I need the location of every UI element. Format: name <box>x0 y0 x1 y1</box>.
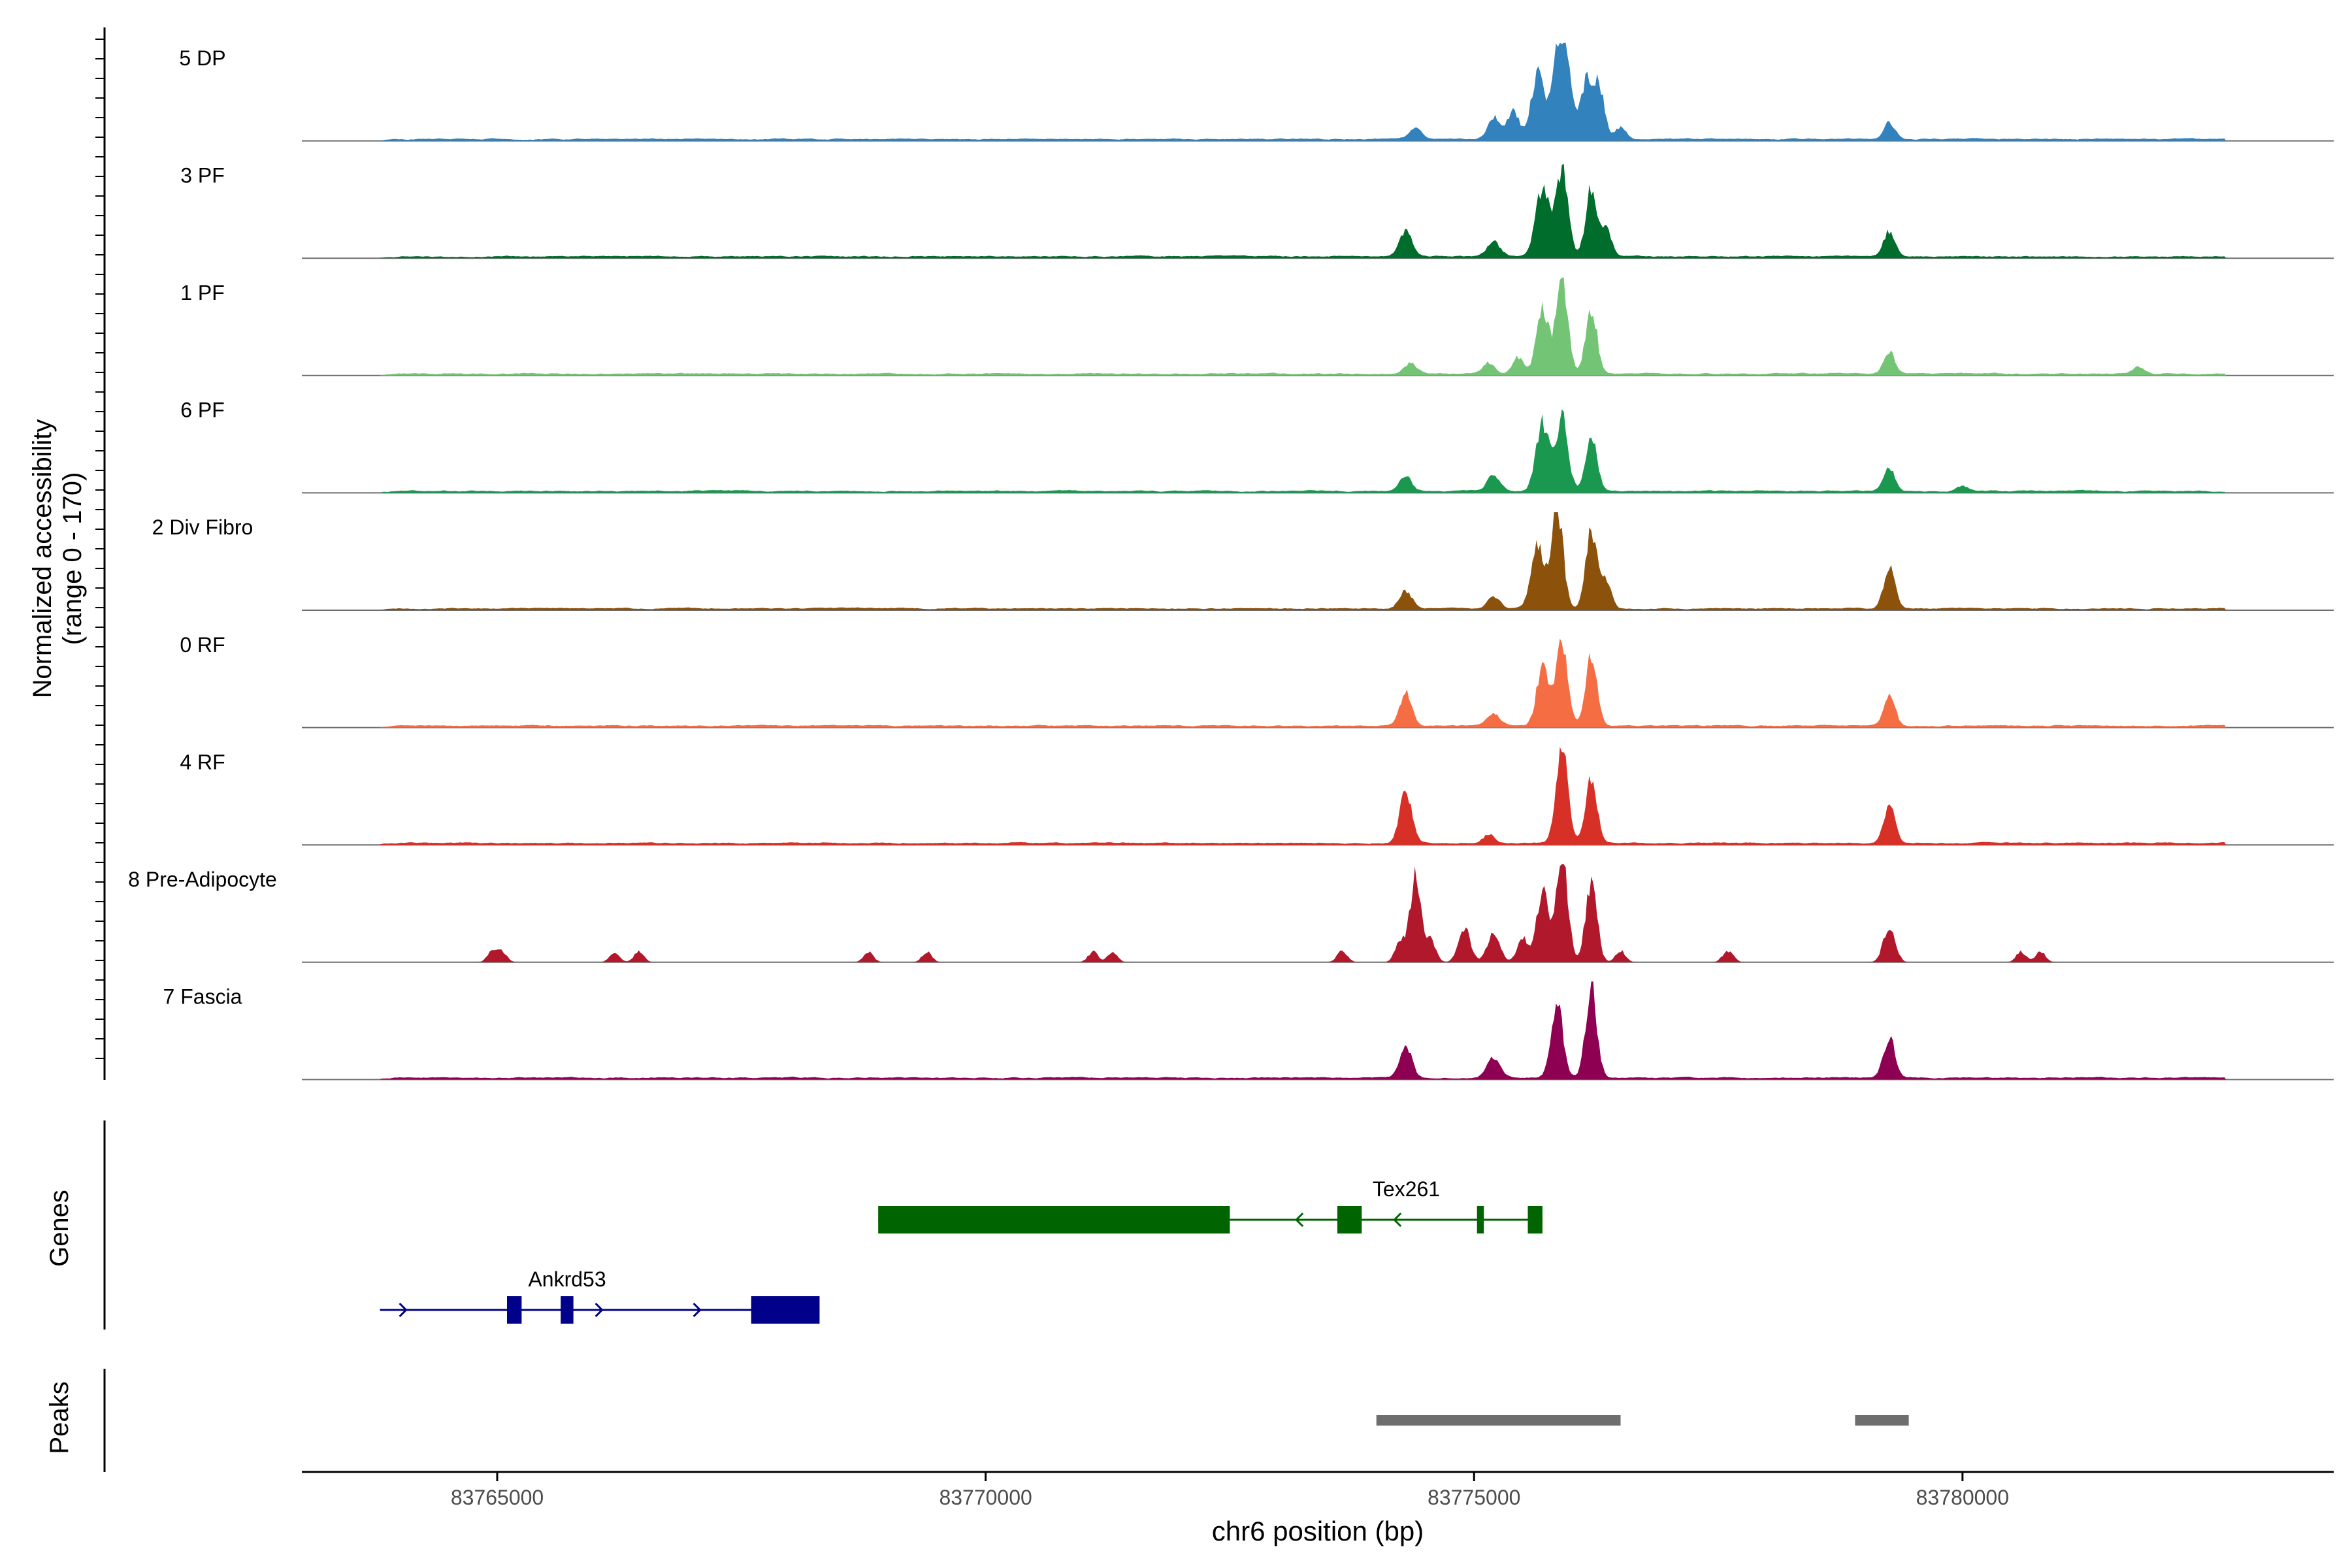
gene-exon <box>506 1296 522 1324</box>
coverage-area <box>380 42 2227 141</box>
track-label: 2 Div Fibro <box>152 515 253 539</box>
peaks-panel-label: Peaks <box>45 1381 74 1454</box>
track-label: 8 Pre-Adipocyte <box>128 868 277 891</box>
coverage-area <box>380 277 2227 376</box>
x-axis-tick-label: 83770000 <box>939 1486 1032 1509</box>
track-4-rf: 4 RF <box>180 747 2334 846</box>
x-axis-title: chr6 position (bp) <box>1212 1516 1424 1546</box>
gene-tex261: Tex261 <box>878 1177 1543 1233</box>
gene-exon <box>1337 1206 1362 1233</box>
gene-label: Ankrd53 <box>528 1267 606 1291</box>
coverage-area <box>380 864 2227 962</box>
track-label: 6 PF <box>180 399 225 422</box>
peaks-panel <box>1376 1415 1909 1426</box>
gene-exon <box>751 1296 820 1324</box>
coverage-y-axis-ticks <box>95 39 105 1059</box>
strand-arrow-right-icon <box>399 1302 408 1318</box>
peak-region-bar <box>1376 1415 1621 1426</box>
gene-exon <box>1477 1206 1484 1233</box>
track-label: 7 Fascia <box>163 985 242 1009</box>
strand-arrow-right-icon <box>595 1302 604 1318</box>
coverage-area <box>380 638 2227 728</box>
gene-exon <box>1527 1206 1543 1233</box>
x-axis-ticks: 83765000 83770000 83775000 83780000 <box>451 1472 2009 1509</box>
track-7-fascia: 7 Fascia <box>163 981 2334 1081</box>
strand-arrow-left-icon <box>1295 1212 1304 1228</box>
y-axis-title: Normalized accessibility (range 0 - 170) <box>28 419 87 698</box>
track-2-div-fibro: 2 Div Fibro <box>152 512 2334 611</box>
track-5-dp: 5 DP <box>179 42 2334 142</box>
x-axis-tick-label: 83775000 <box>1428 1486 1520 1509</box>
coverage-area <box>380 163 2227 259</box>
strand-arrow-right-icon <box>693 1302 702 1318</box>
track-label: 5 DP <box>179 46 225 70</box>
coverage-tracks: 5 DP 3 PF 1 PF 6 PF 2 Div Fibro 0 RF 4 RF 8 Pre… <box>128 42 2334 1081</box>
coverage-area <box>380 512 2227 610</box>
x-axis-tick-label: 83780000 <box>1916 1486 2009 1509</box>
y-axis-title-line2: (range 0 - 170) <box>58 472 87 645</box>
track-label: 1 PF <box>180 281 225 304</box>
strand-arrow-left-icon <box>1393 1212 1402 1228</box>
gene-label: Tex261 <box>1373 1177 1440 1201</box>
track-label: 0 RF <box>180 633 225 657</box>
genes-panel: Tex261 Ankrd53 <box>380 1177 1543 1324</box>
track-label: 3 PF <box>180 163 225 187</box>
track-3-pf: 3 PF <box>180 163 2334 259</box>
x-axis-tick-label: 83765000 <box>451 1486 544 1509</box>
coverage-area <box>380 409 2227 493</box>
gene-ankrd53: Ankrd53 <box>380 1267 820 1324</box>
track-8-pre-adipocyte: 8 Pre-Adipocyte <box>128 864 2334 963</box>
track-label: 4 RF <box>180 750 225 774</box>
track-0-rf: 0 RF <box>180 633 2334 728</box>
peak-region-bar <box>1855 1415 1909 1426</box>
track-1-pf: 1 PF <box>180 277 2334 376</box>
gene-exon <box>878 1206 1230 1233</box>
track-6-pf: 6 PF <box>180 399 2334 494</box>
y-axis-title-line1: Normalized accessibility <box>28 419 57 698</box>
coverage-area <box>380 747 2227 845</box>
genes-panel-label: Genes <box>45 1190 74 1267</box>
coverage-area <box>380 981 2227 1080</box>
gene-exon <box>561 1296 574 1324</box>
